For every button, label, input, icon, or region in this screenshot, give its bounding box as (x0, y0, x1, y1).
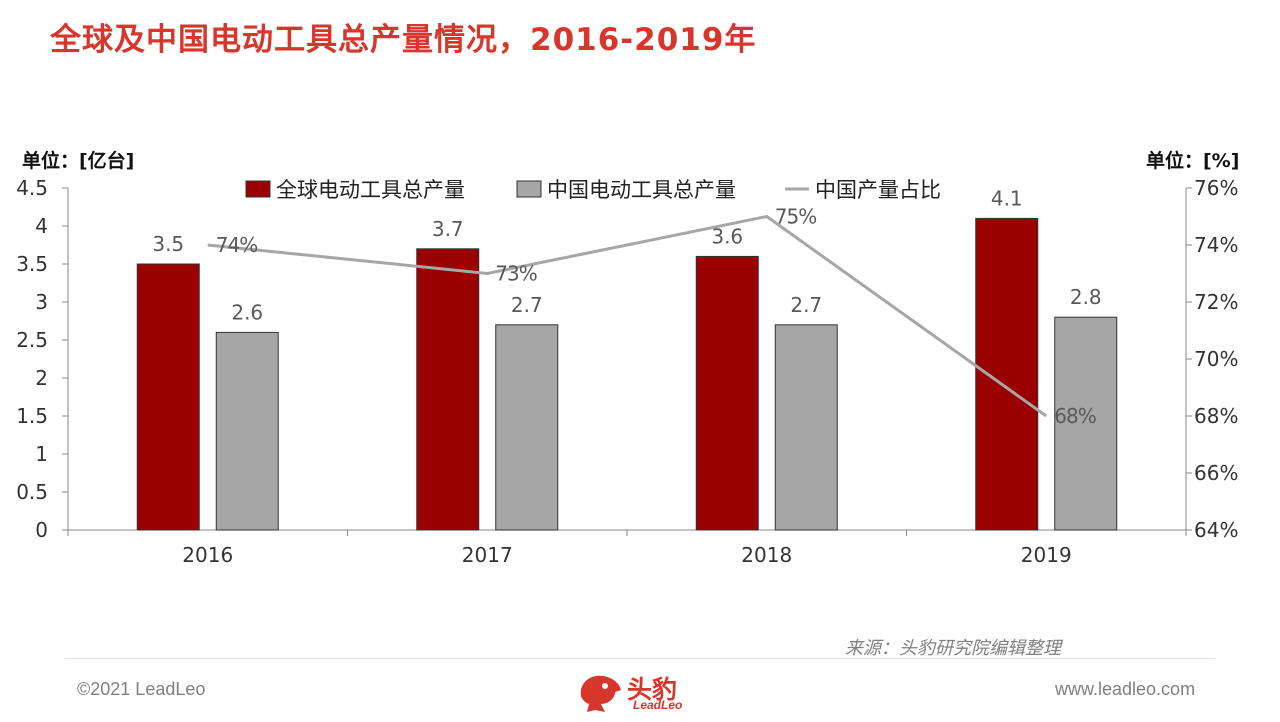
right-y-tick-label: 74% (1194, 233, 1238, 257)
right-y-tick-label: 68% (1194, 404, 1238, 428)
logo-english-text: LeadLeo (633, 698, 683, 712)
bar-china-data-label: 2.8 (1070, 285, 1102, 309)
left-y-tick-label: 0.5 (16, 480, 48, 504)
website-url: www.leadleo.com (1055, 679, 1196, 699)
right-y-tick-label: 76% (1194, 176, 1238, 200)
bar-global-production (695, 255, 759, 531)
legend-label: 中国电动工具总产量 (547, 178, 736, 202)
left-y-tick-label: 4 (35, 214, 48, 238)
x-tick-label: 2016 (182, 543, 233, 567)
legend-swatch (516, 180, 542, 198)
china-share-data-label: 73% (495, 262, 536, 286)
bar-global-data-label: 3.6 (711, 224, 743, 248)
right-y-tick-label: 72% (1194, 290, 1238, 314)
bar-global-production (136, 263, 200, 531)
x-tick-label: 2017 (462, 543, 513, 567)
china-share-data-label: 75% (775, 205, 816, 229)
bar-china-data-label: 2.7 (511, 293, 543, 317)
bar-china-data-label: 2.6 (231, 300, 263, 324)
footer-divider (65, 658, 1215, 659)
bar-global-data-label: 4.1 (991, 186, 1023, 210)
china-share-data-label: 68% (1054, 404, 1095, 428)
right-y-tick-label: 64% (1194, 518, 1238, 542)
leopard-head-icon (580, 675, 621, 712)
page-title: 全球及中国电动工具总产量情况，2016-2019年 (50, 22, 757, 58)
left-y-tick-label: 1.5 (16, 404, 48, 428)
left-y-tick-label: 3 (35, 290, 48, 314)
bar-china-production (774, 324, 838, 531)
china-share-line (207, 214, 1048, 418)
bar-global-production (416, 248, 480, 531)
left-y-tick-label: 2 (35, 366, 48, 390)
right-y-tick-label: 66% (1194, 461, 1238, 485)
left-y-tick-label: 0 (35, 518, 48, 542)
bar-global-production (975, 217, 1039, 531)
bar-china-production (495, 324, 559, 531)
bar-china-data-label: 2.7 (790, 293, 822, 317)
left-y-tick-label: 2.5 (16, 328, 48, 352)
right-axis-unit: 单位：[%] (1146, 150, 1240, 172)
leadleo-logo: 头豹 LeadLeo (575, 668, 710, 718)
right-y-tick-label: 70% (1194, 347, 1238, 371)
legend-label: 全球电动工具总产量 (276, 178, 465, 202)
logo-chinese-text: 头豹 (627, 675, 678, 704)
left-axis-unit: 单位：[亿台] (22, 150, 135, 172)
left-y-tick-label: 4.5 (16, 176, 48, 200)
bar-global-data-label: 3.7 (432, 217, 464, 241)
copyright-text: ©2021 LeadLeo (77, 679, 206, 699)
legend-label: 中国产量占比 (815, 178, 941, 202)
left-y-tick-label: 3.5 (16, 252, 48, 276)
left-y-tick-label: 1 (35, 442, 48, 466)
bar-global-data-label: 3.5 (152, 232, 184, 256)
legend-swatch (245, 180, 271, 198)
x-tick-label: 2018 (741, 543, 792, 567)
source-note: 来源：头豹研究院编辑整理 (845, 638, 1061, 659)
x-tick-label: 2019 (1021, 543, 1072, 567)
bar-china-production (1054, 316, 1118, 531)
china-share-data-label: 74% (216, 233, 257, 257)
bar-china-production (215, 331, 279, 531)
